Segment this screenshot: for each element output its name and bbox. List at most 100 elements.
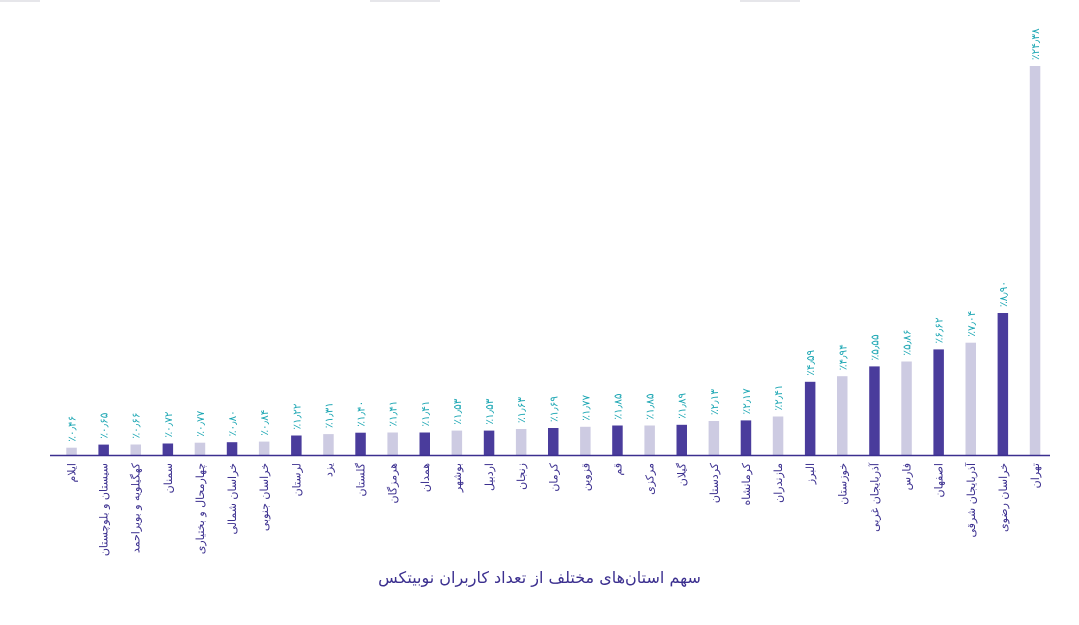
bar	[901, 361, 912, 455]
category-label: ایلام	[66, 463, 79, 483]
category-label: یزد	[322, 463, 335, 477]
category-label: سمنان	[162, 463, 175, 493]
value-label: ٪۱٫۸۵	[613, 393, 625, 419]
value-label: ٪۵٫۵۵	[869, 334, 881, 360]
value-label: ٪۱٫۳۱	[323, 402, 335, 428]
value-label: ٪۲٫۱۳	[709, 389, 721, 415]
bar	[98, 444, 109, 455]
bar	[804, 381, 816, 455]
bar	[740, 420, 752, 455]
bar	[291, 435, 302, 455]
value-label: ٪۰٫۶۵	[99, 412, 111, 438]
bar	[548, 428, 559, 455]
category-label: اردبیل	[483, 463, 496, 491]
bar	[933, 349, 944, 455]
category-label: زنجان	[515, 463, 528, 490]
bar	[644, 425, 655, 455]
category-label: اصفهان	[933, 463, 946, 497]
bar	[419, 432, 430, 455]
bar	[162, 443, 174, 455]
x-axis-title: سهم استان‌های مختلف از تعداد کاربران نوب…	[378, 568, 701, 587]
bar	[708, 421, 720, 455]
bar	[612, 425, 623, 455]
value-label: ٪۱٫۵۳	[452, 398, 464, 424]
category-label: گلستان	[355, 462, 368, 496]
value-label: ٪۲۴٫۳۸	[1030, 28, 1042, 60]
category-label: آذربایجان شرقی	[964, 462, 978, 537]
value-label: ٪۰٫۸۰	[227, 410, 239, 436]
bar	[965, 342, 976, 455]
category-label: البرز	[804, 463, 817, 485]
category-label: قزوین	[579, 463, 592, 491]
value-label: ٪۰٫۷۲	[163, 411, 175, 437]
bar	[580, 426, 591, 455]
bars-layer	[66, 66, 1041, 455]
value-label: ٪۲٫۴۱	[773, 385, 785, 411]
bar	[837, 376, 848, 455]
category-label: سیستان و بلوچستان	[98, 463, 111, 556]
value-label: ٪۱٫۷۷	[580, 394, 592, 420]
category-label: آذربایجان غربی	[867, 462, 881, 532]
top-edge-decoration	[370, 0, 440, 2]
value-label: ٪۱٫۲۲	[291, 403, 303, 429]
value-label: ٪۲٫۱۷	[741, 388, 753, 414]
value-label: ٪۴٫۹۴	[837, 344, 849, 370]
category-label: چهارمحال و بختیاری	[194, 463, 207, 554]
top-edge-decoration	[0, 0, 40, 2]
bar	[194, 442, 206, 455]
top-edge-decoration	[740, 0, 800, 2]
value-label: ٪۱٫۴۱	[388, 401, 400, 427]
category-label: خراسان رضوی	[997, 463, 1010, 532]
category-label: کرمانشاه	[740, 462, 753, 505]
bar	[387, 432, 398, 455]
category-labels-layer: ایلام سیستان و بلوچستان کهگیلویه و بویراحم…	[66, 462, 1043, 556]
bar	[130, 444, 141, 455]
value-labels-layer: ٪۰٫۴۶ ٪۰٫۶۵ ٪۰٫۶۶ ٪۰٫۷۲ ٪۰٫۷۷ ٪۰٫۸۰ ٪۰٫۸۴ ٪۱٫۲۲…	[67, 28, 1043, 442]
category-label: فارس	[901, 463, 914, 490]
category-label: خراسان شمالی	[226, 463, 239, 535]
category-label: گیلان	[676, 462, 689, 486]
bar	[66, 447, 77, 455]
category-label: بوشهر	[451, 463, 464, 493]
value-label: ٪۸٫۹۰	[998, 281, 1010, 307]
value-label: ٪۱٫۸۹	[677, 392, 689, 418]
category-label: تهران	[1029, 463, 1042, 488]
category-label: خراسان جنوبی	[258, 463, 271, 531]
value-label: ٪۷٫۰۴	[966, 311, 978, 337]
bar	[355, 432, 366, 455]
category-label: خوزستان	[836, 463, 849, 505]
bar	[483, 430, 495, 455]
bar	[258, 441, 270, 455]
category-label: هرمزگان	[387, 463, 400, 504]
category-label: مرکزی	[644, 463, 657, 495]
category-label: کرمان	[547, 462, 560, 491]
bar	[451, 430, 463, 455]
value-label: ٪۱٫۴۱	[420, 401, 432, 427]
value-label: ٪۶٫۶۲	[934, 317, 946, 343]
bar	[323, 434, 334, 455]
bar	[772, 416, 784, 455]
category-label: قم	[612, 463, 625, 476]
value-label: ٪۰٫۴۶	[67, 416, 79, 442]
value-label: ٪۱٫۶۳	[516, 397, 528, 423]
category-label: مازندران	[772, 463, 785, 503]
value-label: ٪۵٫۸۶	[902, 330, 914, 356]
category-label: همدان	[419, 463, 432, 492]
bar	[1029, 66, 1041, 455]
bar	[226, 442, 238, 455]
value-label: ٪۱٫۸۵	[645, 393, 657, 419]
value-label: ٪۰٫۶۶	[131, 413, 143, 439]
bar	[515, 429, 527, 455]
value-label: ٪۰٫۸۴	[259, 410, 271, 436]
value-label: ٪۱٫۴۰	[356, 401, 368, 427]
value-label: ٪۰٫۷۷	[195, 410, 207, 436]
value-label: ٪۱٫۶۹	[548, 396, 560, 422]
category-label: کردستان	[708, 462, 721, 503]
category-label: کهگیلویه و بویراحمد	[130, 462, 143, 553]
bar	[869, 366, 880, 455]
value-label: ٪۱٫۵۳	[484, 398, 496, 424]
category-label: لرستان	[290, 463, 303, 496]
value-label: ٪۴٫۵۹	[805, 349, 817, 375]
bar	[676, 424, 687, 455]
